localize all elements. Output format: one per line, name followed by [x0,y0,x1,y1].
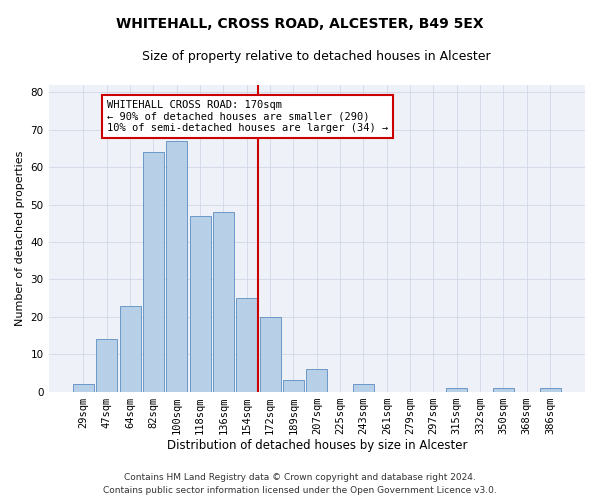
Bar [283,380,304,392]
Text: WHITEHALL CROSS ROAD: 170sqm
← 90% of detached houses are smaller (290)
10% of s: WHITEHALL CROSS ROAD: 170sqm ← 90% of de… [107,100,388,133]
Bar [166,141,187,392]
Bar [213,212,234,392]
Y-axis label: Number of detached properties: Number of detached properties [15,150,25,326]
Bar [143,152,164,392]
Bar [236,298,257,392]
Bar [446,388,467,392]
Bar [493,388,514,392]
Bar [353,384,374,392]
Bar [539,388,560,392]
Bar [190,216,211,392]
X-axis label: Distribution of detached houses by size in Alcester: Distribution of detached houses by size … [167,440,467,452]
Bar [96,339,117,392]
Bar [260,317,281,392]
Bar [306,369,327,392]
Text: Contains HM Land Registry data © Crown copyright and database right 2024.
Contai: Contains HM Land Registry data © Crown c… [103,474,497,495]
Text: WHITEHALL, CROSS ROAD, ALCESTER, B49 5EX: WHITEHALL, CROSS ROAD, ALCESTER, B49 5EX [116,18,484,32]
Bar [119,306,140,392]
Title: Size of property relative to detached houses in Alcester: Size of property relative to detached ho… [142,50,491,63]
Bar [73,384,94,392]
